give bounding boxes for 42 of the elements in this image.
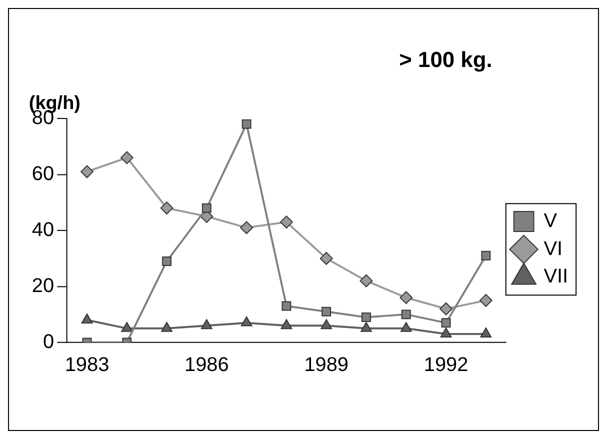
point xyxy=(362,312,371,322)
legend-label: VI xyxy=(544,238,563,260)
point xyxy=(161,322,172,332)
legend-label: VII xyxy=(544,266,568,288)
point xyxy=(401,310,411,320)
point xyxy=(81,314,93,324)
point xyxy=(400,291,413,304)
point xyxy=(202,203,212,213)
x-tick-label: 1986 xyxy=(184,354,229,376)
point xyxy=(480,328,492,338)
point xyxy=(80,165,94,178)
point xyxy=(479,294,492,307)
point xyxy=(121,322,133,332)
point xyxy=(160,202,174,215)
point xyxy=(320,252,333,265)
point xyxy=(322,306,332,316)
point xyxy=(320,319,332,330)
y-tick-label: 40 xyxy=(32,218,54,241)
y-tick-label: 60 xyxy=(32,162,54,185)
point xyxy=(280,319,292,330)
x-tick-label: 1989 xyxy=(304,354,349,376)
point xyxy=(360,274,373,288)
point xyxy=(400,322,412,332)
point xyxy=(440,302,452,316)
point xyxy=(481,250,491,260)
legend-label: V xyxy=(544,210,558,232)
point xyxy=(240,316,252,326)
x-tick-label: 1983 xyxy=(64,354,110,376)
y-tick-label: 20 xyxy=(32,274,54,297)
point xyxy=(200,319,212,330)
point xyxy=(280,216,293,229)
point xyxy=(242,119,252,129)
point xyxy=(162,256,172,266)
chart-title: > 100 kg. xyxy=(399,46,492,72)
point xyxy=(440,328,452,338)
y-tick-label: 0 xyxy=(43,330,54,353)
point xyxy=(240,221,254,234)
point xyxy=(282,301,292,311)
point xyxy=(360,322,372,332)
point xyxy=(120,151,134,164)
point xyxy=(441,318,451,328)
x-tick-label: 1992 xyxy=(424,354,468,376)
